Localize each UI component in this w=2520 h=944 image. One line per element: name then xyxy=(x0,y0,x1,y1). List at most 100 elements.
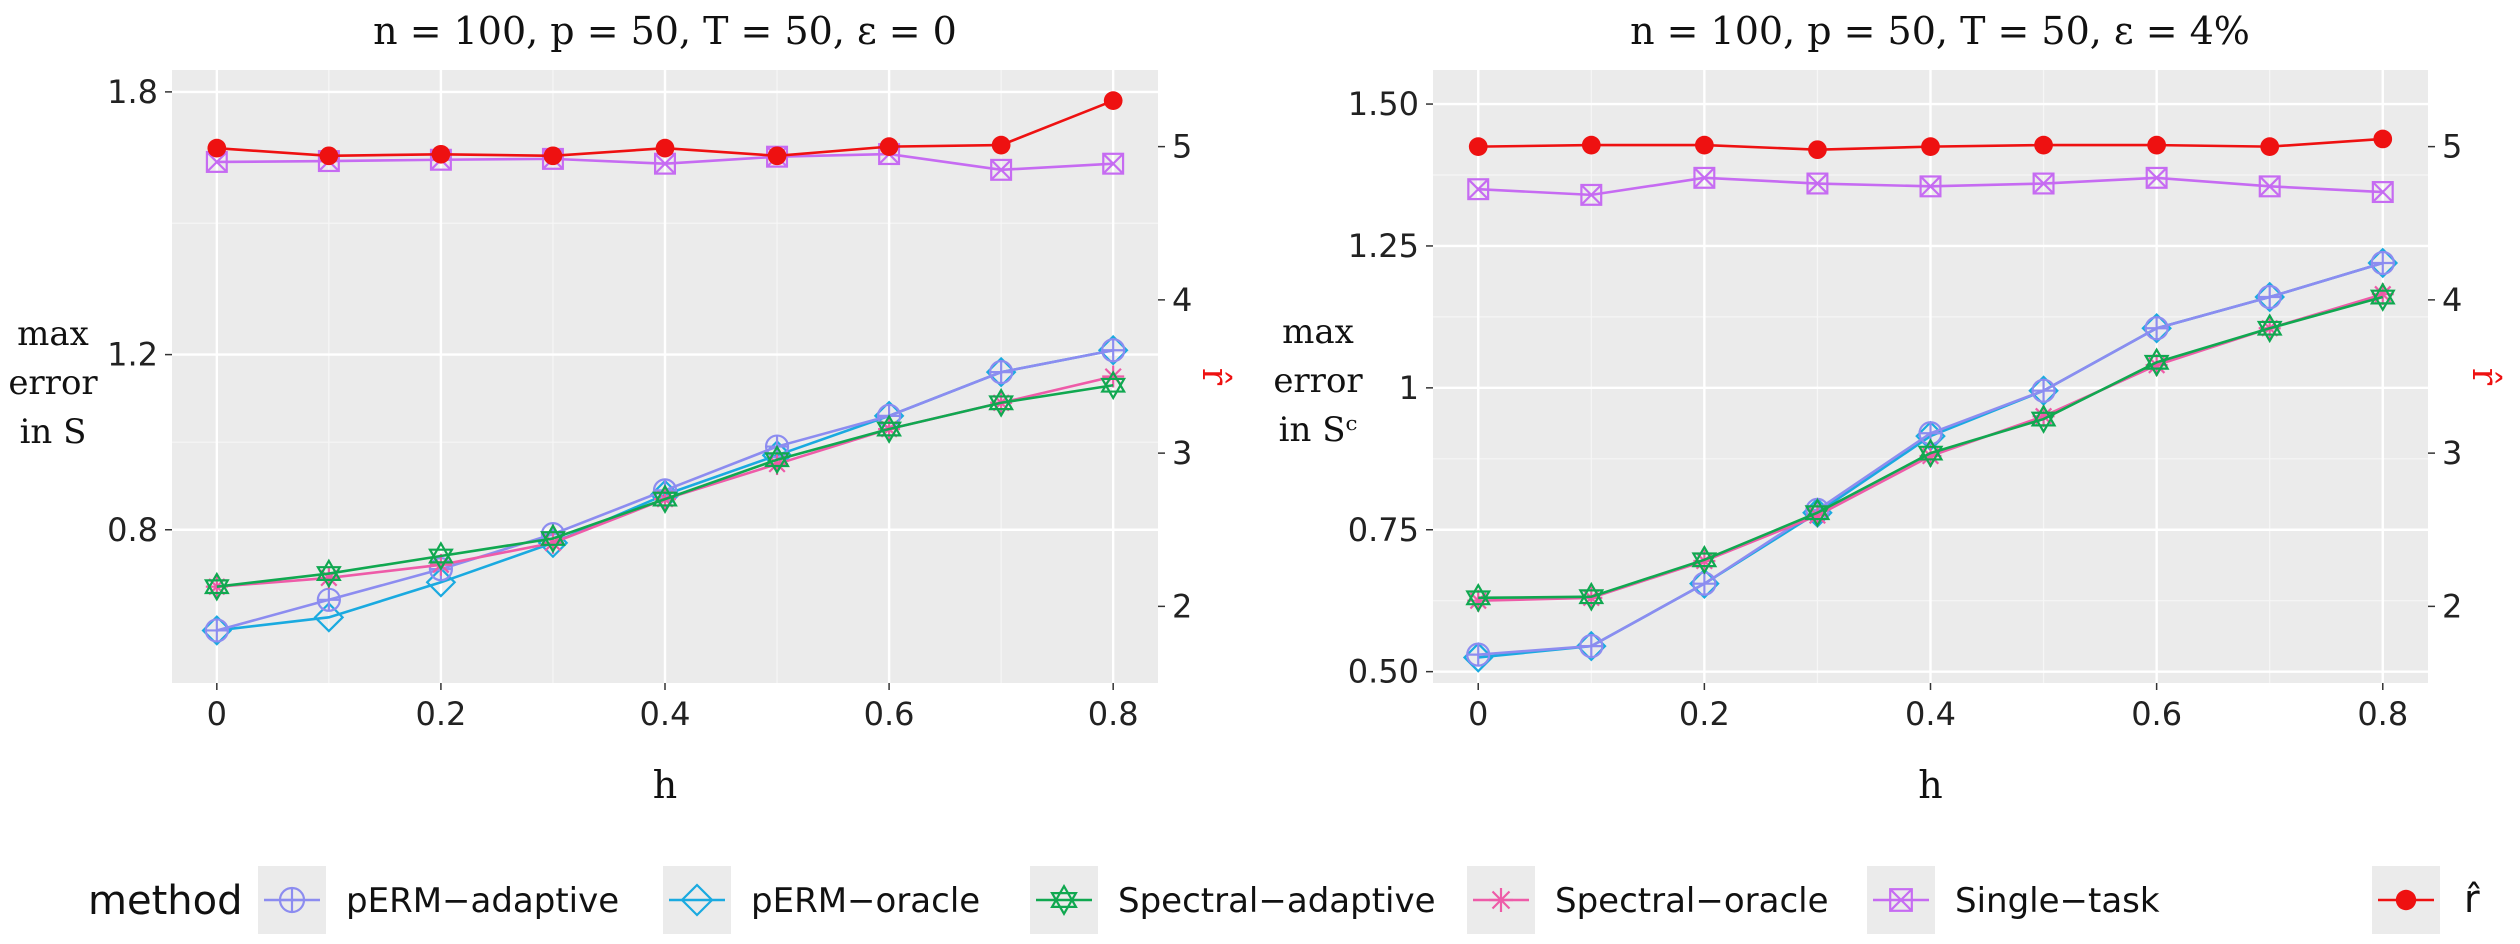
series xyxy=(1467,166,2394,206)
marker-dot xyxy=(1695,135,1714,155)
marker-dot xyxy=(2260,137,2280,156)
data-point xyxy=(540,523,566,554)
data-point xyxy=(431,144,451,164)
data-point xyxy=(1580,183,1603,206)
data-point xyxy=(1467,178,1490,201)
marker-diag xyxy=(990,159,1012,181)
data-point xyxy=(1804,497,1831,528)
marker-diag xyxy=(206,151,228,173)
marker-triangle-down xyxy=(1804,505,1831,528)
marker-triangle-up xyxy=(988,387,1014,411)
marker-triangle-down xyxy=(876,421,902,444)
marker-triangle-down xyxy=(652,491,678,514)
data-point xyxy=(1466,642,1491,667)
y2-axis-label: r̂ xyxy=(1194,368,1235,386)
marker-triangle-up xyxy=(428,541,454,564)
x-tick-label: 0.2 xyxy=(1679,695,1730,733)
x-axis-label: h xyxy=(1918,763,1942,807)
data-point xyxy=(1101,338,1126,363)
x-tick-label: 0 xyxy=(1468,695,1488,733)
x-tick-label: 0.4 xyxy=(1905,695,1956,733)
legend-title: method xyxy=(88,878,242,924)
marker-triangle-down xyxy=(540,531,566,554)
data-point xyxy=(1102,152,1125,175)
chart-title: n = 100, p = 50, T = 50, ε = 4% xyxy=(1630,9,2250,53)
data-point xyxy=(989,360,1014,385)
data-point xyxy=(1465,583,1492,613)
marker-triangle-down xyxy=(2256,320,2283,344)
data-point xyxy=(313,602,345,633)
data-point xyxy=(655,138,675,158)
y-tick-label: 1.2 xyxy=(107,336,158,374)
data-point xyxy=(203,571,230,602)
marker-dot xyxy=(2395,889,2417,911)
marker-dot xyxy=(431,144,451,164)
y-axis-label: max xyxy=(1282,312,1354,352)
y2-tick-label: 4 xyxy=(2442,281,2462,319)
data-point xyxy=(2256,313,2283,344)
legend-item-rhat: r̂ xyxy=(2372,866,2480,934)
legend-item: Spectral−oracle xyxy=(1467,866,1829,934)
data-point xyxy=(2144,316,2169,341)
data-point xyxy=(319,146,339,166)
legend-label: Spectral−oracle xyxy=(1555,881,1829,921)
data-point xyxy=(2147,135,2166,155)
marker-square xyxy=(1806,172,1829,195)
marker-diag xyxy=(1693,167,1716,189)
marker-dot xyxy=(2034,135,2053,155)
y2-tick-label: 2 xyxy=(1172,587,1192,625)
chart-title: n = 100, p = 50, T = 50, ε = 0 xyxy=(373,9,957,53)
x-tick-label: 0.6 xyxy=(2131,695,2182,733)
marker-triangle-up xyxy=(540,523,566,546)
marker-triangle-down xyxy=(764,452,790,475)
marker-square xyxy=(990,158,1013,181)
marker-square xyxy=(2032,172,2055,195)
legend-label: Spectral−adaptive xyxy=(1118,881,1436,921)
legend-label: pERM−adaptive xyxy=(346,881,619,921)
data-point xyxy=(2260,137,2280,156)
y-axis-label: error xyxy=(8,363,98,403)
y-tick-label: 0.50 xyxy=(1348,653,1419,691)
marker-triangle-up xyxy=(2143,347,2170,370)
marker-diag xyxy=(1580,184,1602,206)
data-point xyxy=(652,484,678,514)
legend-item: pERM−oracle xyxy=(663,866,980,934)
y-tick-label: 1 xyxy=(1399,369,1419,407)
panel-left: 0 0.2 0.4 0.6 0.8 0.8 1.2 1.8 2 3 4 5 n = 100, p = 5… xyxy=(8,9,1235,807)
data-point xyxy=(764,444,790,475)
data-point xyxy=(990,158,1013,181)
marker-triangle-up xyxy=(1465,583,1492,606)
legend-item: Single−task xyxy=(1867,866,2160,934)
x-tick-label: 0 xyxy=(207,695,227,733)
marker-triangle-down xyxy=(203,579,230,602)
data-point xyxy=(1691,544,1718,575)
marker-diag xyxy=(2145,167,2168,189)
data-point xyxy=(316,587,341,612)
marker-diag xyxy=(2259,175,2281,198)
y-tick-label: 1.50 xyxy=(1348,85,1419,123)
y-tick-label: 1.8 xyxy=(107,73,158,111)
data-point xyxy=(2370,250,2395,276)
marker-dot xyxy=(655,138,675,158)
legend-label: pERM−oracle xyxy=(751,881,980,921)
data-point xyxy=(2032,172,2055,195)
marker-dot xyxy=(767,146,787,166)
legend-key-marker xyxy=(1889,888,1913,912)
y-tick-label: 0.75 xyxy=(1348,511,1419,549)
marker-diag xyxy=(1919,175,1942,198)
y2-tick-label: 2 xyxy=(2442,587,2462,625)
data-point xyxy=(425,566,457,598)
panel-right: 0 0.2 0.4 0.6 0.8 0.50 0.75 1 1.25 1.50 2 3 4 5 n = 10… xyxy=(1273,9,2505,807)
marker-triangle-up xyxy=(1100,370,1127,393)
marker-square xyxy=(1102,152,1125,175)
legend-key-marker xyxy=(1050,884,1078,916)
marker-triangle-up xyxy=(1917,438,1944,461)
data-point xyxy=(1581,135,1601,155)
legend-item: Spectral−adaptive xyxy=(1030,866,1436,934)
marker-triangle-down xyxy=(988,395,1014,418)
marker-diamond xyxy=(313,602,345,633)
data-point xyxy=(1103,91,1123,110)
marker-triangle-up xyxy=(652,484,678,507)
marker-dot xyxy=(2147,135,2166,155)
marker-triangle-down xyxy=(1100,377,1127,401)
